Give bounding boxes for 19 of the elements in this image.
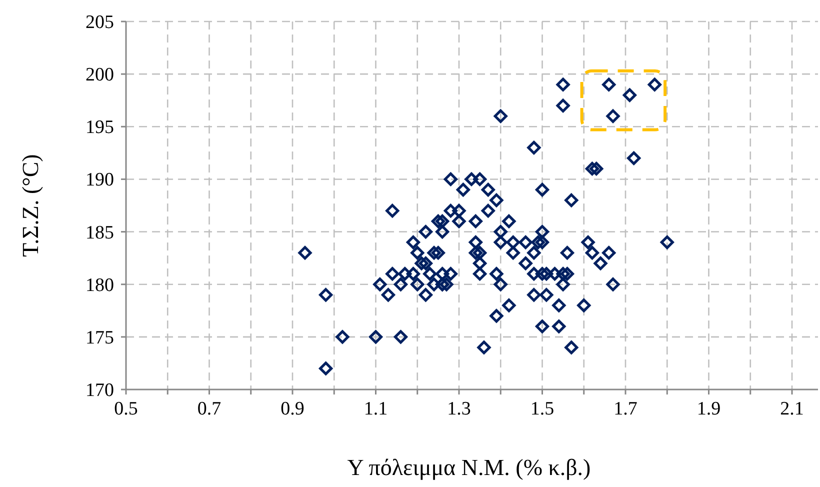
y-tick-label: 180 [86, 274, 114, 296]
y-tick-label: 205 [86, 12, 114, 33]
y-tick-label: 195 [86, 117, 114, 138]
x-tick-label: 1.5 [530, 398, 554, 420]
y-tick-label: 200 [86, 64, 114, 86]
x-tick-label: 1.3 [447, 398, 471, 420]
y-tick-label: 190 [86, 170, 114, 191]
x-tick-label: 2.1 [780, 398, 804, 420]
x-tick-label: 1.7 [614, 398, 638, 420]
x-tick-label: 0.9 [280, 398, 304, 420]
x-axis-title: Υ πόλειμμα Ν.Μ. (% κ.β.) [347, 455, 591, 480]
y-tick-label: 170 [86, 380, 114, 401]
x-tick-label: 1.9 [696, 398, 721, 420]
y-tick-label: 185 [86, 222, 114, 244]
y-axis-title: Τ.Σ.Ζ. (°C) [18, 154, 43, 257]
y-tick-label: 175 [86, 327, 114, 348]
x-tick-label: 1.1 [364, 398, 388, 420]
x-tick-label: 0.5 [114, 398, 138, 420]
x-tick-label: 0.7 [197, 398, 222, 420]
